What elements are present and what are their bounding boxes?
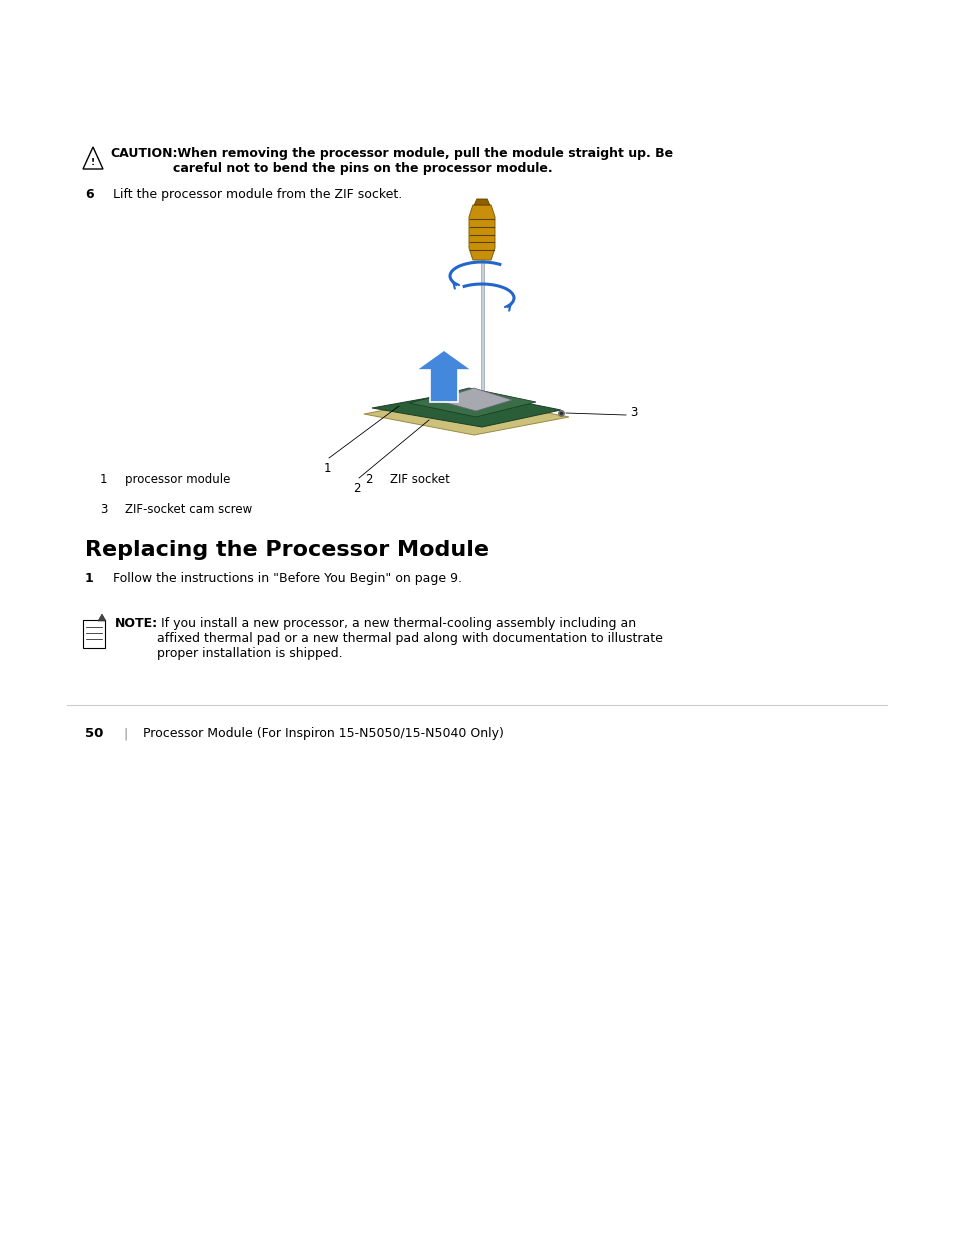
Text: 1: 1 [323, 462, 331, 475]
Text: 1: 1 [85, 572, 93, 585]
Bar [83, 620, 105, 648]
Text: 6: 6 [85, 188, 93, 201]
Polygon shape [409, 388, 536, 417]
Text: When removing the processor module, pull the module straight up. Be
careful not : When removing the processor module, pull… [172, 147, 673, 175]
Text: NOTE:: NOTE: [115, 618, 158, 630]
Polygon shape [372, 391, 560, 427]
Polygon shape [436, 388, 512, 411]
Text: Replacing the Processor Module: Replacing the Processor Module [85, 540, 489, 559]
Polygon shape [364, 396, 568, 435]
Polygon shape [98, 614, 106, 621]
Text: |: | [123, 727, 127, 740]
Text: processor module: processor module [125, 473, 230, 487]
Text: 3: 3 [629, 406, 637, 420]
Text: 3: 3 [100, 503, 108, 516]
Text: ZIF-socket cam screw: ZIF-socket cam screw [125, 503, 252, 516]
Bar [480, 261, 483, 408]
Text: ZIF socket: ZIF socket [390, 473, 450, 487]
Text: 50: 50 [85, 727, 103, 740]
Text: Lift the processor module from the ZIF socket.: Lift the processor module from the ZIF s… [112, 188, 402, 201]
Text: If you install a new processor, a new thermal-cooling assembly including an
affi: If you install a new processor, a new th… [157, 618, 662, 659]
Text: 2: 2 [365, 473, 372, 487]
Polygon shape [474, 199, 489, 205]
Text: CAUTION:: CAUTION: [110, 147, 177, 161]
Polygon shape [416, 350, 472, 403]
Text: !: ! [91, 158, 95, 167]
Text: 1: 1 [100, 473, 108, 487]
Text: Follow the instructions in "Before You Begin" on page 9.: Follow the instructions in "Before You B… [112, 572, 461, 585]
Text: 2: 2 [353, 482, 360, 495]
Text: Processor Module (For Inspiron 15-N5050/15-N5040 Only): Processor Module (For Inspiron 15-N5050/… [143, 727, 503, 740]
Polygon shape [469, 205, 495, 261]
